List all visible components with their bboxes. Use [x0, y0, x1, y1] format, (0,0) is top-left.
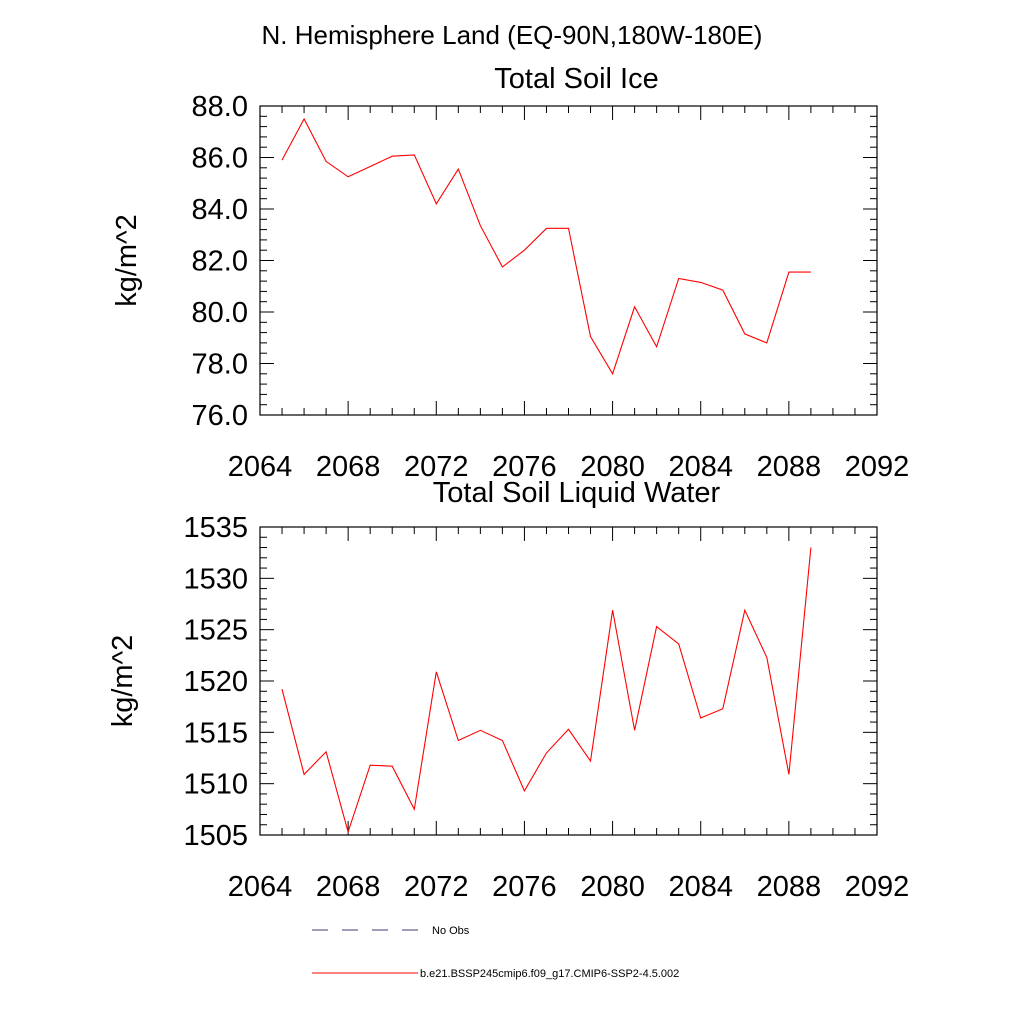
plot-frame [259, 526, 878, 836]
panel-total-soil-ice: 2064 2068 2072 2076 2080 2084 2088 2092 76.0 78.0… [111, 63, 909, 483]
y-axis-label: kg/m^2 [107, 635, 139, 728]
x-tick-label: 2076 [492, 871, 557, 903]
x-tick-label: 2080 [580, 451, 645, 483]
legend-label-simulation: b.e21.BSSP245cmip6.f09_g17.CMIP6-SSP2-4.… [420, 968, 679, 980]
x-tick-label: 2088 [757, 451, 822, 483]
x-tick-label: 2080 [580, 871, 645, 903]
x-tick-label: 2092 [845, 451, 910, 483]
y-tick-label: 88.0 [192, 91, 248, 123]
x-tick-label: 2068 [316, 871, 381, 903]
x-tick-label: 2092 [845, 871, 910, 903]
y-tick-label: 84.0 [192, 194, 248, 226]
y-tick-label: 1510 [183, 769, 248, 801]
plot-frame [259, 105, 878, 416]
y-tick-label: 76.0 [192, 400, 248, 432]
panel-title: Total Soil Liquid Water [433, 477, 721, 509]
y-tick-label: 86.0 [192, 143, 248, 175]
y-tick-label: 1525 [183, 615, 248, 647]
x-tick-label: 2084 [668, 871, 733, 903]
x-tick-label: 2068 [316, 451, 381, 483]
x-tick-label: 2064 [228, 871, 293, 903]
series-line [281, 117, 811, 376]
panel-total-soil-liquid-water: 2064 2068 2072 2076 2080 2084 2088 2092 1505 1510… [107, 477, 909, 903]
series-line [281, 547, 812, 834]
y-tick-label: 78.0 [192, 349, 248, 381]
legend: No Obs b.e21.BSSP245cmip6.f09_g17.CMIP6-… [312, 925, 679, 980]
y-axis-label: kg/m^2 [111, 214, 143, 307]
x-tick-label: 2072 [404, 871, 469, 903]
x-tick-label: 2084 [668, 451, 733, 483]
x-tick-label: 2076 [492, 451, 557, 483]
panel-title: Total Soil Ice [494, 63, 658, 95]
y-tick-label: 80.0 [192, 297, 248, 329]
x-tick-label: 2072 [404, 451, 469, 483]
y-tick-label: 1520 [183, 666, 248, 698]
figure-title: N. Hemisphere Land (EQ-90N,180W-180E) [262, 20, 763, 50]
y-tick-label: 1515 [183, 717, 248, 749]
x-tick-label: 2088 [757, 871, 822, 903]
y-tick-label: 82.0 [192, 246, 248, 278]
y-tick-label: 1535 [183, 512, 248, 544]
x-tick-label: 2064 [228, 451, 293, 483]
y-tick-label: 1530 [183, 563, 248, 595]
y-tick-label: 1505 [183, 820, 248, 852]
legend-label-no-obs: No Obs [432, 925, 470, 937]
